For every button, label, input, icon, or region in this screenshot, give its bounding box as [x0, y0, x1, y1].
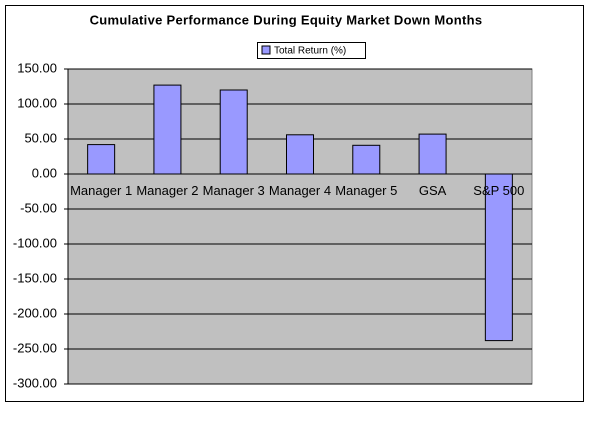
chart-title: Cumulative Performance During Equity Mar… — [90, 12, 483, 27]
bar — [484, 173, 513, 342]
x-tick-label: GSA — [418, 183, 447, 198]
legend-swatch — [261, 45, 271, 55]
y-tick-label: -50.00 — [20, 200, 57, 215]
plot-area — [67, 68, 533, 385]
bar — [219, 89, 248, 175]
y-tick-label: 0.00 — [32, 165, 57, 180]
y-tick-label: -200.00 — [13, 305, 57, 320]
y-tick-label: 100.00 — [17, 95, 57, 110]
y-tick-label: 50.00 — [24, 130, 57, 145]
y-tick-label: -150.00 — [13, 270, 57, 285]
x-tick-label: Manager 3 — [202, 183, 265, 198]
y-tick-label: -300.00 — [13, 375, 57, 390]
y-tick-label: 150.00 — [17, 60, 57, 75]
bar — [87, 144, 116, 175]
x-tick-label: Manager 4 — [268, 183, 332, 198]
bar — [418, 133, 447, 175]
bar — [153, 84, 182, 175]
bar — [286, 134, 314, 175]
legend-box — [257, 42, 366, 59]
x-tick-label: Manager 5 — [335, 183, 398, 198]
y-tick-label: -100.00 — [13, 235, 57, 250]
x-tick-label: S&P 500 — [473, 183, 525, 198]
x-tick-label: Manager 2 — [136, 183, 199, 198]
x-tick-label: Manager 1 — [70, 183, 133, 198]
bar — [352, 144, 381, 175]
legend-label: Total Return (%) — [274, 46, 346, 57]
y-tick-label: -250.00 — [13, 340, 57, 355]
